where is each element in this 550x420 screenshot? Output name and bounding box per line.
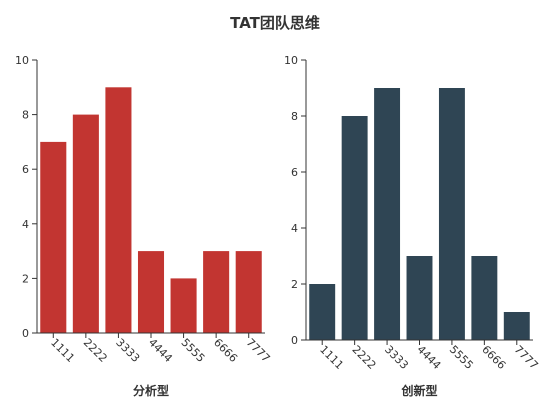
subplot-title: 创新型 — [400, 383, 437, 398]
bar-4444 — [406, 256, 433, 340]
y-tick-label: 4 — [291, 222, 298, 235]
x-tick-label: 2222 — [350, 343, 379, 372]
y-tick-label: 0 — [291, 334, 298, 347]
x-tick-label: 5555 — [447, 343, 476, 372]
y-tick-label: 8 — [22, 109, 29, 122]
bar-1111 — [40, 141, 67, 333]
x-tick-label: 3333 — [113, 336, 142, 365]
bar-3333 — [105, 87, 132, 333]
subplot-title: 分析型 — [133, 383, 169, 398]
x-tick-label: 2222 — [81, 336, 110, 365]
x-tick-label: 4444 — [414, 343, 443, 372]
y-tick-label: 0 — [22, 327, 29, 340]
left-bar-chart: 0 2 4 6 8 10 1111 2222 3333 4444 5555 6666 7777 分析型 — [15, 54, 273, 398]
bar-7777 — [503, 312, 530, 340]
x-tick-label: 7777 — [244, 336, 273, 365]
y-tick-label: 6 — [22, 163, 29, 176]
bar-3333 — [374, 88, 401, 340]
y-tick-label: 10 — [284, 54, 298, 67]
y-tick-label: 2 — [22, 272, 29, 285]
bar-5555 — [438, 88, 465, 340]
y-tick-label: 10 — [15, 54, 29, 67]
x-tick-label: 6666 — [211, 336, 240, 365]
x-tick-label: 4444 — [146, 336, 175, 365]
x-tick-label: 6666 — [479, 343, 508, 372]
bar-4444 — [137, 251, 165, 333]
bar-1111 — [309, 284, 336, 340]
x-tick-label: 7777 — [512, 343, 541, 372]
y-tick-label: 2 — [291, 278, 298, 291]
bar-5555 — [170, 278, 197, 333]
x-tick-label: 1111 — [317, 343, 346, 372]
x-tick-label: 3333 — [382, 343, 411, 372]
y-tick-label: 8 — [291, 110, 298, 123]
bar-2222 — [72, 114, 99, 333]
bar-7777 — [235, 251, 262, 333]
right-bar-chart: 0 2 4 6 8 10 1111 2222 3333 4444 5555 6666 7777 创新型 — [284, 54, 541, 398]
y-tick-label: 6 — [291, 166, 298, 179]
chart-main-title: TAT团队思维 — [230, 14, 320, 32]
bar-6666 — [203, 251, 230, 333]
x-tick-label: 5555 — [178, 336, 207, 365]
y-tick-label: 4 — [22, 218, 29, 231]
x-tick-label: 1111 — [48, 336, 77, 365]
bar-6666 — [471, 256, 498, 340]
bar-2222 — [341, 116, 368, 340]
